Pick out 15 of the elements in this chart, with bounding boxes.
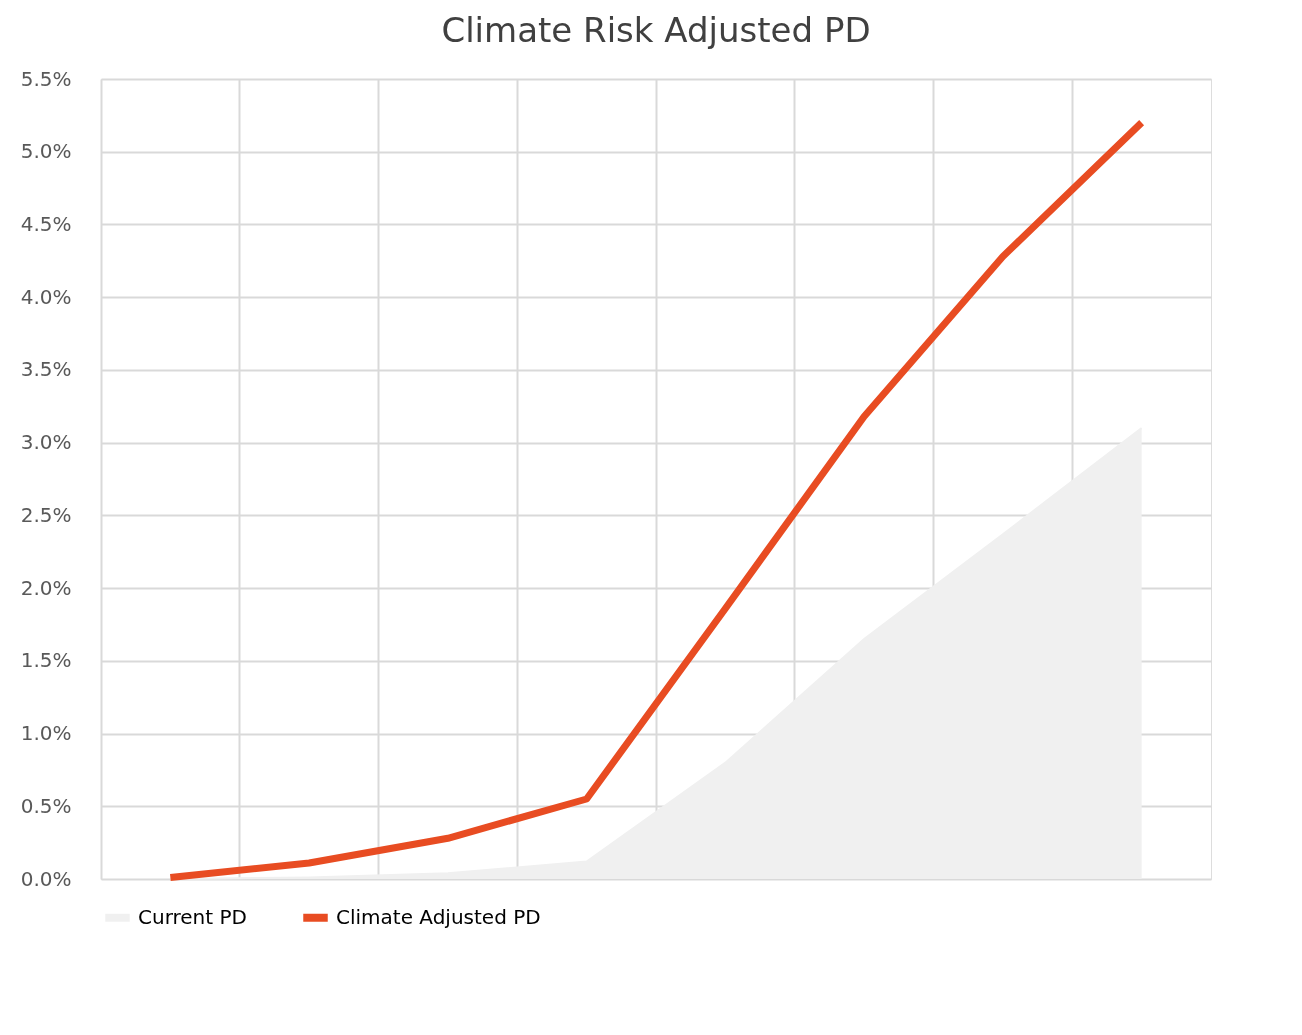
legend-label: Climate Adjusted PD [336, 904, 541, 929]
y-tick-label: 2.5% [20, 502, 72, 527]
y-tick-label: 1.0% [20, 721, 72, 746]
y-tick-label: 5.5% [20, 66, 72, 91]
y-tick-label: 4.5% [20, 211, 72, 236]
legend-label: Current PD [138, 904, 247, 929]
y-tick-label: 4.0% [20, 284, 72, 309]
y-tick-label: 0.5% [20, 793, 72, 818]
chart-title: Climate Risk Adjusted PD [441, 10, 871, 50]
y-tick-label: 5.0% [20, 139, 72, 164]
y-tick-label: 2.0% [20, 575, 72, 600]
y-tick-label: 3.5% [20, 357, 72, 382]
y-tick-label: 1.5% [20, 648, 72, 673]
y-tick-label: 0.0% [20, 866, 72, 891]
y-tick-label: 3.0% [20, 430, 72, 455]
